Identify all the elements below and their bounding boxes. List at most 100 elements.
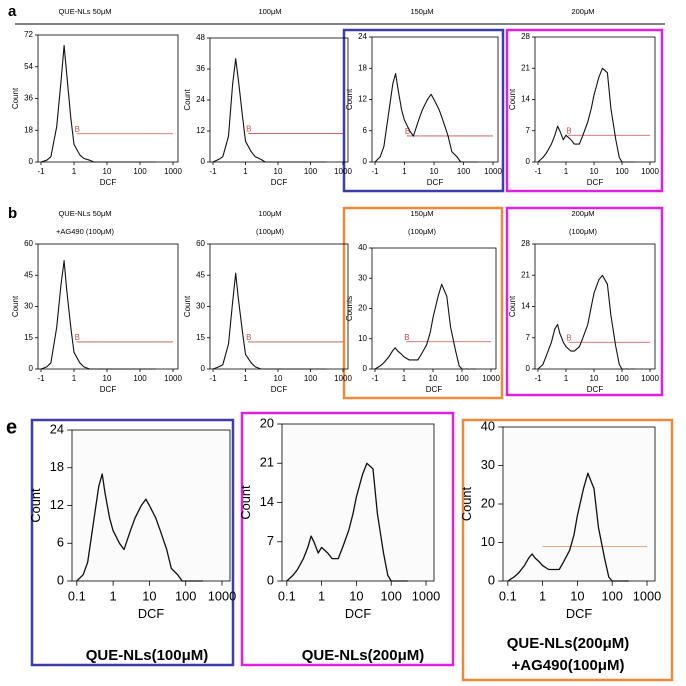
caption: +AG490(100μM) [512, 657, 625, 674]
histogram-line [286, 462, 408, 582]
plot-frame [371, 247, 497, 370]
x-tick-label: 100 [133, 167, 147, 176]
x-tick-label: 10 [430, 167, 439, 176]
y-tick-label: 0 [363, 364, 368, 373]
panel-label: e [6, 416, 17, 438]
gate-label: B [566, 126, 571, 135]
x-tick-label: 1000 [633, 588, 661, 603]
y-axis-label: Count [28, 488, 43, 523]
x-tick-label: 1000 [164, 167, 182, 176]
histogram-line [374, 283, 476, 370]
y-tick-label: 28 [521, 239, 530, 248]
y-tick-label: 0 [57, 572, 64, 587]
y-tick-label: 0 [488, 572, 495, 587]
column-title: 150μM [410, 7, 433, 16]
y-tick-label: 24 [50, 421, 64, 436]
plot-frame [209, 37, 349, 163]
column-title: 100μM [258, 209, 281, 218]
y-tick-label: 7 [526, 333, 531, 342]
x-tick-label: 100 [381, 588, 402, 603]
x-tick-label: 1000 [334, 374, 352, 383]
y-tick-label: 18 [24, 125, 33, 134]
x-axis-label: DCF [100, 178, 117, 187]
x-tick-label: 1000 [412, 588, 440, 603]
y-tick-label: 54 [24, 62, 33, 71]
plot-frame [281, 423, 435, 582]
x-tick-label: 100 [133, 374, 147, 383]
y-axis-label: Count [11, 295, 20, 317]
y-tick-label: 21 [260, 455, 274, 470]
gate-label: B [405, 127, 410, 136]
gate-label: B [75, 125, 80, 134]
y-tick-label: 21 [521, 270, 530, 279]
x-tick-label: 1 [564, 167, 569, 176]
y-tick-label: 18 [50, 459, 64, 474]
y-axis-label: Count [11, 87, 20, 109]
column-subtitle: (100μM) [408, 227, 437, 236]
plot-frame [502, 426, 656, 582]
x-tick-label: 10 [590, 374, 599, 383]
y-tick-label: 0 [201, 157, 206, 166]
x-tick-label: -1 [209, 167, 217, 176]
plot-frame [209, 243, 349, 370]
x-tick-label: 1 [110, 588, 117, 603]
y-tick-label: 20 [358, 304, 367, 313]
histogram-line [212, 58, 326, 163]
x-tick-label: 100 [304, 374, 318, 383]
x-axis-label: DCF [271, 385, 288, 394]
x-axis-label: DCF [138, 606, 164, 621]
x-axis-label: DCF [566, 606, 592, 621]
x-tick-label: 100 [615, 167, 629, 176]
x-tick-label: 1000 [484, 167, 502, 176]
y-tick-label: 24 [358, 32, 367, 41]
x-tick-label: 1000 [641, 167, 659, 176]
y-tick-label: 14 [521, 302, 530, 311]
y-tick-label: 18 [358, 63, 367, 72]
y-tick-label: 30 [196, 302, 205, 311]
x-tick-label: 1 [402, 374, 407, 383]
histogram-line [212, 272, 326, 370]
y-tick-label: 10 [358, 334, 367, 343]
column-subtitle: (100μM) [256, 227, 285, 236]
highlight-frame [505, 206, 664, 397]
histogram-line [537, 67, 636, 163]
x-axis-label: DCF [587, 178, 604, 187]
y-tick-label: 0 [29, 364, 34, 373]
y-tick-label: 20 [481, 495, 495, 510]
x-tick-label: 100 [457, 167, 471, 176]
x-tick-label: 1 [539, 588, 546, 603]
x-tick-label: 100 [304, 167, 318, 176]
y-tick-label: 10 [481, 534, 495, 549]
gate-label: B [566, 333, 571, 342]
y-tick-label: 60 [24, 239, 33, 248]
y-tick-label: 12 [358, 95, 367, 104]
y-axis-label: Count [183, 89, 192, 111]
x-tick-label: 0.1 [278, 588, 296, 603]
y-tick-label: 30 [481, 457, 495, 472]
y-tick-label: 15 [24, 333, 33, 342]
column-title: QUE-NLs 50μM [58, 209, 111, 218]
x-tick-label: 1 [243, 167, 248, 176]
highlight-frame [240, 411, 455, 667]
y-axis-label: Count [508, 295, 517, 317]
y-tick-label: 7 [267, 533, 274, 548]
x-tick-label: 1000 [208, 588, 236, 603]
highlight-frame [342, 206, 504, 400]
y-axis-label: Count [459, 486, 474, 521]
x-tick-label: -1 [209, 374, 217, 383]
y-tick-label: 21 [521, 63, 530, 72]
x-tick-label: 1000 [164, 374, 182, 383]
y-tick-label: 0 [29, 157, 34, 166]
column-subtitle: +AG490 (100μM) [56, 227, 114, 236]
x-tick-label: 10 [274, 167, 283, 176]
x-tick-label: 0.1 [499, 588, 517, 603]
x-axis-label: DCF [426, 385, 443, 394]
x-tick-label: 100 [175, 588, 196, 603]
y-tick-label: 12 [50, 497, 64, 512]
y-tick-label: 72 [24, 30, 33, 39]
y-tick-label: 0 [363, 157, 368, 166]
x-axis-label: DCF [587, 385, 604, 394]
y-tick-label: 40 [481, 418, 495, 433]
x-tick-label: 10 [570, 588, 584, 603]
